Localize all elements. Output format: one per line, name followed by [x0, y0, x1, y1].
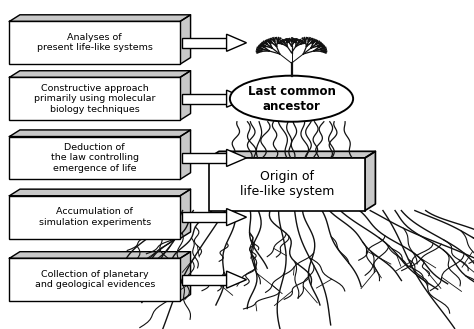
Bar — [182, 94, 227, 104]
Text: Constructive approach
primarily using molecular
biology techniques: Constructive approach primarily using mo… — [34, 84, 155, 114]
Text: Analyses of
present life-like systems: Analyses of present life-like systems — [37, 33, 153, 52]
Bar — [182, 212, 227, 222]
Polygon shape — [180, 71, 191, 120]
Polygon shape — [9, 189, 191, 196]
Polygon shape — [9, 15, 191, 21]
Polygon shape — [227, 34, 246, 51]
Polygon shape — [9, 130, 191, 137]
Text: Accumulation of
simulation experiments: Accumulation of simulation experiments — [39, 208, 151, 227]
Bar — [182, 153, 227, 163]
Polygon shape — [227, 271, 246, 288]
Bar — [9, 77, 180, 120]
Bar — [209, 158, 365, 211]
Polygon shape — [180, 15, 191, 64]
Bar — [9, 21, 180, 64]
Text: Last common
ancestor: Last common ancestor — [247, 85, 336, 113]
Polygon shape — [9, 71, 191, 77]
Bar — [182, 275, 227, 285]
Polygon shape — [365, 151, 375, 211]
Polygon shape — [180, 130, 191, 179]
Polygon shape — [227, 209, 246, 226]
Text: Origin of
life-like system: Origin of life-like system — [239, 170, 334, 198]
Bar — [9, 137, 180, 179]
Polygon shape — [227, 149, 246, 166]
Polygon shape — [9, 252, 191, 258]
Text: Deduction of
the law controlling
emergence of life: Deduction of the law controlling emergen… — [51, 143, 139, 173]
Text: Collection of planetary
and geological evidences: Collection of planetary and geological e… — [35, 270, 155, 289]
Polygon shape — [209, 151, 375, 158]
Bar — [9, 258, 180, 301]
Polygon shape — [180, 252, 191, 301]
Ellipse shape — [230, 76, 353, 122]
Polygon shape — [180, 189, 191, 239]
Polygon shape — [227, 90, 246, 107]
Bar — [182, 38, 227, 48]
Bar — [9, 196, 180, 239]
